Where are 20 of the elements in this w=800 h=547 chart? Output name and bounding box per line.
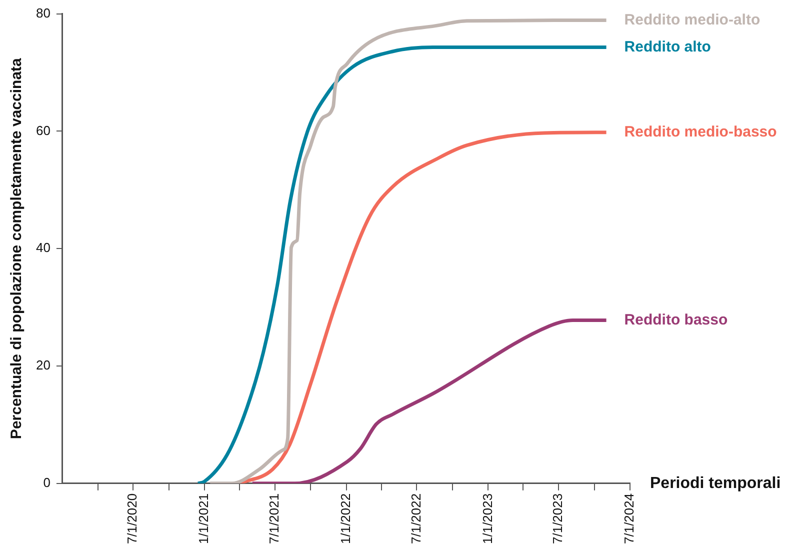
line-series: [250, 318, 608, 484]
y-tick-label: 20: [36, 358, 50, 373]
x-tick-label: 1/1/2023: [480, 493, 495, 544]
y-axis-title: Percentuale di popolazione completamente vaccinata: [8, 57, 26, 440]
x-tick-label: 7/1/2021: [266, 493, 282, 544]
series-label: Reddito basso: [624, 311, 728, 328]
y-tick-label: 0: [43, 474, 50, 490]
x-axis-title: Periodi temporali: [650, 474, 781, 492]
series-label: Reddito medio-basso: [624, 124, 777, 141]
y-tick-label: 60: [36, 122, 50, 138]
y-tick-label: 80: [36, 5, 50, 20]
series-label: Reddito medio-alto: [624, 11, 760, 28]
x-tick-label: 7/1/2023: [550, 493, 566, 544]
series-label: Reddito alto: [624, 38, 711, 56]
y-tick-label: 40: [36, 240, 50, 256]
x-tick-label: 7/1/2022: [408, 493, 424, 544]
x-tick-label: 7/1/2024: [622, 493, 637, 544]
x-tick-label: 7/1/2020: [124, 493, 140, 544]
x-tick-label: 1/1/2022: [338, 493, 353, 544]
x-tick-label: 1/1/2021: [196, 493, 212, 544]
